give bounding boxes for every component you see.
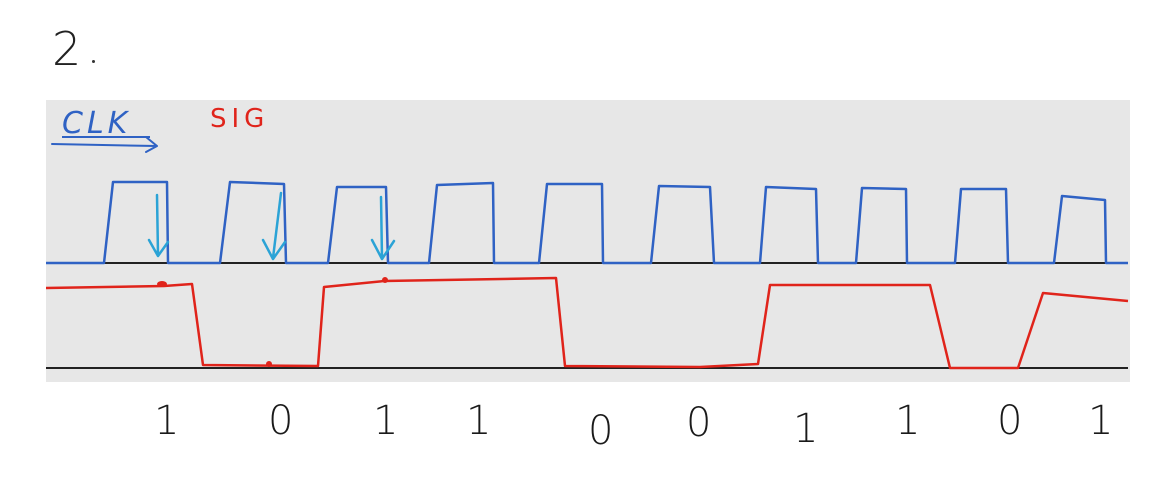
decoded-bit: 1 [793,406,819,452]
sample-point [157,281,167,287]
clk-arrow-icon [51,136,158,153]
decoded-bit: 1 [466,398,492,444]
signal-waveform [45,276,1129,370]
decoded-bit: 0 [268,398,294,444]
sig-label: SIG [210,104,269,134]
decoded-bit: 1 [373,398,399,444]
decoded-bit: 1 [895,398,921,444]
decoded-bit: 1 [1088,398,1114,444]
decoded-bit: 1 [154,398,180,444]
timing-diagram-panel [46,100,1130,382]
sample-point [266,361,272,367]
decoded-bit: 0 [997,398,1023,444]
clock-waveform [46,180,1128,265]
problem-number: 2 [52,22,82,76]
decoded-bit: 0 [588,408,614,454]
decoded-bit: 0 [686,400,712,446]
clk-label: CLK [62,106,131,141]
sample-arrow-icon [370,195,396,261]
sample-arrow-icon [147,193,170,258]
sample-point [382,277,388,283]
problem-dot [92,60,95,63]
sample-arrow-icon [261,191,287,261]
